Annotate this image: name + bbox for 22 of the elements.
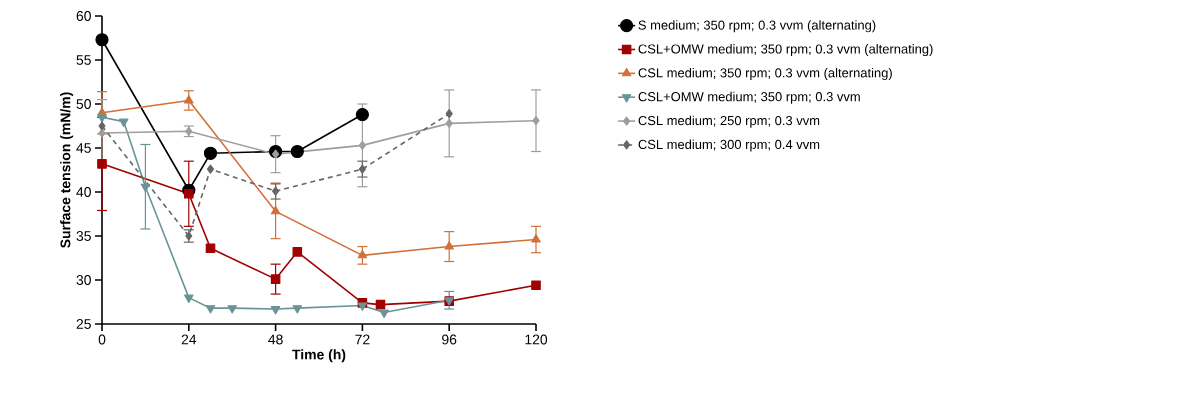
- legend-label: S medium; 350 rpm; 0.3 vvm (alternating): [638, 20, 876, 33]
- y-tick-label: 30: [76, 275, 91, 285]
- y-tick-label: 25: [76, 319, 91, 329]
- x-tick-label: 48: [268, 334, 283, 345]
- y-tick-label: 45: [76, 143, 91, 153]
- legend-label: CSL medium; 250 rpm; 0.3 vvm: [638, 115, 820, 128]
- legend-label: CSL+OMW medium; 350 rpm; 0.3 vvm (alternating): [638, 44, 933, 57]
- y-axis-title: Surface tension (mN/m): [60, 92, 74, 248]
- x-tick-label: 0: [98, 334, 106, 345]
- y-tick-label: 35: [76, 231, 91, 241]
- legend-label: CSL medium; 350 rpm; 0.3 vvm (alternating): [638, 67, 892, 80]
- x-tick-label: 72: [355, 334, 370, 345]
- legend-label: CSL+OMW medium; 350 rpm; 0.3 vvm: [638, 91, 860, 104]
- y-tick-label: 40: [76, 187, 91, 197]
- x-tick-label: 120: [525, 334, 548, 345]
- y-tick-label: 50: [76, 99, 91, 109]
- x-tick-label: 24: [181, 334, 197, 345]
- x-tick-label: 96: [442, 334, 457, 345]
- legend-label: CSL medium; 300 rpm; 0.4 vvm: [638, 139, 820, 152]
- y-tick-label: 55: [76, 55, 91, 65]
- x-axis-title: Time (h): [292, 349, 346, 363]
- y-tick-label: 60: [76, 11, 91, 21]
